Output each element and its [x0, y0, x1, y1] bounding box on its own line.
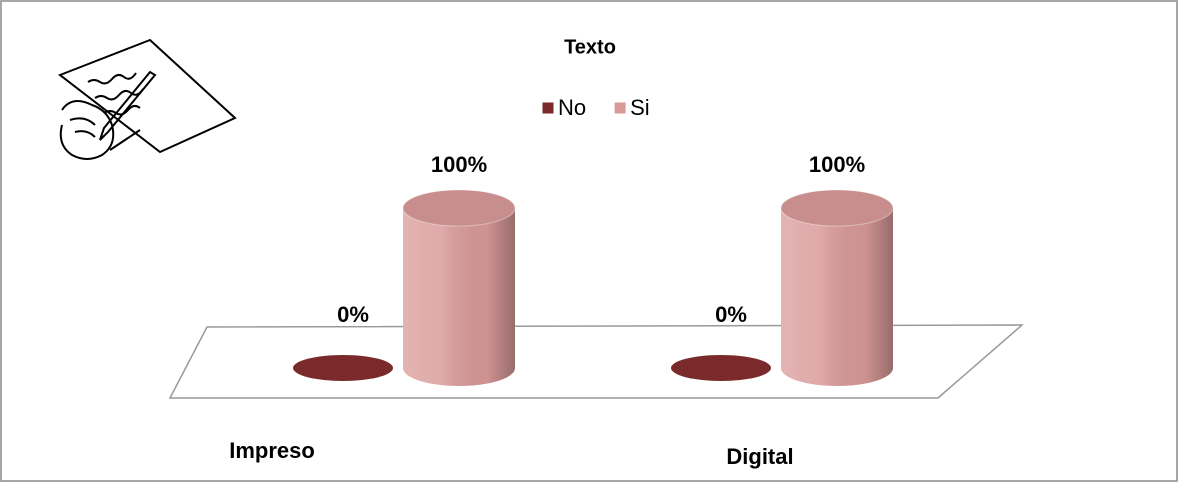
bar-top-shade [781, 190, 893, 226]
data-label: 0% [337, 302, 369, 327]
floor [168, 324, 1025, 399]
bar-top-shade [403, 190, 515, 226]
data-label: 100% [809, 152, 865, 177]
data-label: 0% [715, 302, 747, 327]
bar-top [402, 189, 516, 227]
bar [671, 355, 771, 381]
bar [780, 189, 894, 386]
chart-title: Texto [564, 36, 616, 58]
bar-shade [781, 208, 893, 386]
writing-icon [57, 38, 237, 160]
bar [293, 355, 393, 381]
legend-swatch [541, 101, 555, 115]
legend-label: No [558, 95, 586, 120]
legend-label: Si [630, 95, 650, 120]
x-tick-label: Impreso [229, 438, 315, 463]
x-tick-label: Digital [726, 444, 793, 469]
data-label: 100% [431, 152, 487, 177]
bar-shade [403, 208, 515, 386]
bar [402, 189, 516, 386]
legend-swatch [613, 101, 627, 115]
bar-top [780, 189, 894, 227]
